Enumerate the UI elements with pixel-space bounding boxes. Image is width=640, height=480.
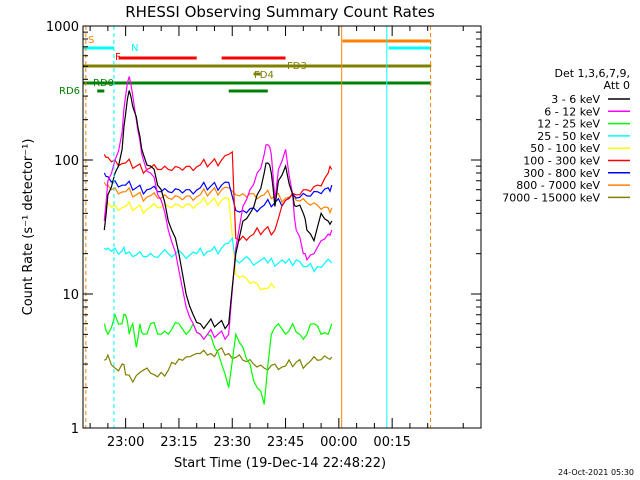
legend-label-50-100-kev: 50 - 100 keV — [530, 142, 600, 155]
render-timestamp: 24-Oct-2021 05:30 — [558, 468, 634, 477]
legend-label-25-50-kev: 25 - 50 keV — [537, 130, 600, 143]
series-line-100-300-kev — [103, 150, 333, 242]
y-tick-label: 1 — [71, 422, 79, 437]
flag-label: RD6 — [59, 86, 80, 97]
x-tick-label: 00:15 — [373, 435, 410, 450]
legend-header: Att 0 — [604, 79, 630, 92]
flag-label: FD3 — [287, 61, 307, 72]
x-tick-label: 23:30 — [214, 435, 251, 450]
series-line-3-6-kev — [103, 90, 333, 330]
flag-label: RD0 — [93, 78, 114, 89]
y-tick-label: 100 — [54, 154, 79, 169]
x-tick-label: 00:00 — [320, 435, 357, 450]
x-tick-label: 23:15 — [160, 435, 197, 450]
x-tick-label: 23:00 — [107, 435, 144, 450]
legend-header: Det 1,3,6,7,9, — [554, 67, 630, 80]
y-tick-label: 1000 — [46, 20, 79, 35]
legend-label-100-300-kev: 100 - 300 keV — [523, 155, 600, 168]
legend-label-12-25-kev: 12 - 25 keV — [537, 118, 600, 131]
series-layer — [103, 76, 333, 405]
observing-flags: S NF FD3 FD4 RD0 RD6 — [59, 35, 432, 97]
chart-title: RHESSI Observing Summary Count Rates — [125, 3, 435, 21]
legend-label-800-7000-kev: 800 - 7000 keV — [516, 179, 600, 192]
x-tick-label: 23:45 — [267, 435, 304, 450]
flag-label: F — [115, 52, 121, 63]
series-line-6-12-kev — [103, 76, 333, 341]
series-line-7000-15000-kev — [104, 347, 333, 384]
axes: 1 10 100 1000 23:00 23:15 23:30 23:45 00:00 00:15 — [46, 20, 481, 450]
plot-area-frame — [82, 25, 482, 429]
y-axis-label: Count Rate (s⁻¹ detector⁻¹) — [21, 139, 36, 316]
legend-label-7000-15000-kev: 7000 - 15000 keV — [502, 191, 600, 204]
time-markers — [85, 26, 432, 428]
flag-label: S — [88, 35, 94, 46]
series-line-800-7000-kev — [103, 182, 333, 215]
flag-label: N — [131, 43, 138, 54]
series-line-50-100-kev — [104, 196, 276, 291]
series-line-25-50-kev — [103, 236, 333, 273]
flag-label: FD4 — [254, 70, 274, 81]
series-line-12-25-kev — [103, 312, 333, 405]
legend-label-300-800-kev: 300 - 800 keV — [523, 167, 600, 180]
legend-label-3-6-kev: 3 - 6 keV — [551, 93, 600, 106]
series-line-300-800-kev — [103, 172, 333, 214]
x-axis-label: Start Time (19-Dec-14 22:48:22) — [174, 456, 386, 471]
legend-label-6-12-kev: 6 - 12 keV — [544, 105, 600, 118]
y-tick-label: 10 — [62, 288, 79, 303]
